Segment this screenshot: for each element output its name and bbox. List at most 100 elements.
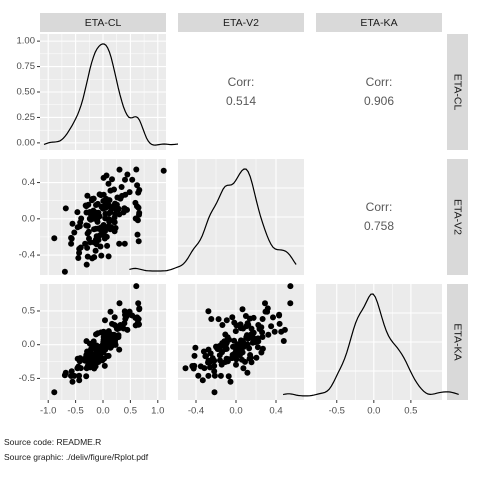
y-tick-label: 0.25 bbox=[17, 112, 36, 123]
scatter-point bbox=[107, 308, 114, 315]
scatter-point bbox=[100, 339, 107, 345]
scatter-point bbox=[235, 343, 241, 350]
scatter-point bbox=[219, 322, 226, 328]
strip-right-label-eta-cl: ETA-CL bbox=[452, 74, 464, 111]
scatter-point bbox=[135, 189, 142, 196]
scatter-point bbox=[102, 317, 108, 324]
scatter-point bbox=[96, 191, 103, 198]
strip-right-label-eta-ka: ETA-KA bbox=[452, 323, 464, 360]
corr-label-1-2: Corr: bbox=[228, 75, 255, 89]
scatter-point bbox=[117, 195, 124, 202]
scatter-point bbox=[84, 192, 91, 199]
scatter-point bbox=[134, 231, 141, 238]
scatter-point bbox=[61, 268, 68, 275]
scatter-point bbox=[111, 219, 118, 226]
scatter-point bbox=[86, 353, 93, 360]
panel-r2-c3 bbox=[316, 159, 442, 275]
scatter-point bbox=[93, 233, 100, 240]
x-tick-label: 0.0 bbox=[367, 406, 380, 417]
scatter-point bbox=[259, 334, 266, 340]
panel-r1-c3 bbox=[316, 34, 442, 150]
scatter-point bbox=[287, 300, 294, 307]
scatter-point bbox=[276, 320, 283, 327]
scatter-point bbox=[90, 343, 97, 350]
scatter-point bbox=[237, 325, 244, 332]
scatter-point bbox=[85, 201, 92, 208]
x-tick-label: -1.0 bbox=[40, 406, 56, 417]
scatter-point bbox=[233, 353, 240, 360]
scatter-point bbox=[115, 206, 122, 213]
y-tick-label: 1.00 bbox=[17, 36, 36, 47]
y-tick-label: -0.4 bbox=[19, 250, 35, 261]
scatter-point bbox=[100, 198, 107, 204]
source-graphic-caption: Source graphic: ./deliv/figure/Rplot.pdf bbox=[4, 452, 149, 462]
scatter-point bbox=[225, 373, 232, 380]
scatter-point bbox=[249, 339, 256, 346]
strip-right-label-eta-v2: ETA-V2 bbox=[452, 199, 464, 235]
scatter-point bbox=[135, 316, 142, 322]
scatter-point bbox=[217, 372, 224, 379]
scatter-point bbox=[287, 283, 294, 290]
scatter-point bbox=[280, 338, 287, 344]
scatter-point bbox=[207, 364, 213, 371]
scatter-point bbox=[255, 322, 262, 328]
scatter-point bbox=[136, 305, 143, 312]
scatter-point bbox=[246, 315, 253, 322]
strip-top-eta-ka bbox=[316, 13, 442, 32]
scatter-point bbox=[88, 197, 95, 204]
scatter-point bbox=[253, 354, 260, 361]
strip-right-eta-cl bbox=[447, 34, 468, 150]
scatter-point bbox=[101, 203, 108, 210]
scatter-point bbox=[245, 321, 252, 328]
scatter-point bbox=[111, 186, 117, 193]
x-tick-label: -0.5 bbox=[329, 406, 345, 417]
scatter-point bbox=[91, 356, 98, 363]
scatter-point bbox=[109, 320, 115, 327]
scatter-point bbox=[102, 210, 109, 217]
scatter-point bbox=[89, 363, 96, 369]
scatter-point bbox=[276, 312, 283, 319]
scatter-point bbox=[83, 373, 90, 380]
scatter-point bbox=[195, 372, 202, 379]
scatter-point bbox=[265, 331, 272, 338]
scatter-point bbox=[271, 328, 278, 335]
scatter-point bbox=[223, 317, 230, 324]
scatter-point bbox=[216, 352, 223, 359]
scatter-point bbox=[240, 340, 247, 347]
scatter-point bbox=[201, 365, 208, 372]
scatter-point bbox=[240, 365, 247, 372]
scatter-point bbox=[92, 247, 99, 254]
scatter-point bbox=[223, 355, 230, 362]
corr-value-1-3: 0.906 bbox=[364, 94, 394, 108]
scatter-point bbox=[189, 363, 196, 370]
scatter-point bbox=[83, 261, 90, 268]
scatter-point bbox=[211, 389, 218, 396]
scatter-point bbox=[239, 349, 246, 356]
scatter-point bbox=[99, 230, 106, 237]
scatter-point bbox=[68, 235, 75, 242]
corr-value-1-2: 0.514 bbox=[226, 94, 256, 108]
scatter-point bbox=[103, 172, 110, 179]
scatter-point bbox=[112, 339, 118, 346]
density-curve-eta-cl bbox=[43, 43, 186, 146]
scatter-point bbox=[208, 316, 215, 322]
scatter-point bbox=[69, 220, 76, 227]
scatter-point bbox=[136, 211, 142, 218]
scatter-point bbox=[96, 226, 103, 232]
strip-top-label-eta-cl: ETA-CL bbox=[85, 17, 122, 29]
scatter-point bbox=[82, 240, 89, 247]
scatter-point bbox=[205, 308, 212, 315]
scatter-point bbox=[93, 202, 99, 208]
pairs-plot: ETA-CL ETA-V2 ETA-KA ETA-CL ETA-V2 ETA-KA Corr… bbox=[17, 13, 468, 417]
scatter-point bbox=[205, 357, 212, 364]
strip-right-eta-ka bbox=[447, 284, 468, 400]
scatter-point bbox=[75, 363, 82, 370]
scatter-point bbox=[106, 336, 113, 342]
scatter-point bbox=[74, 209, 81, 216]
scatter-point bbox=[106, 218, 113, 225]
scatter-point bbox=[105, 180, 112, 187]
scatter-point bbox=[105, 352, 112, 359]
scatter-point bbox=[221, 341, 228, 348]
scatter-point bbox=[205, 372, 212, 379]
